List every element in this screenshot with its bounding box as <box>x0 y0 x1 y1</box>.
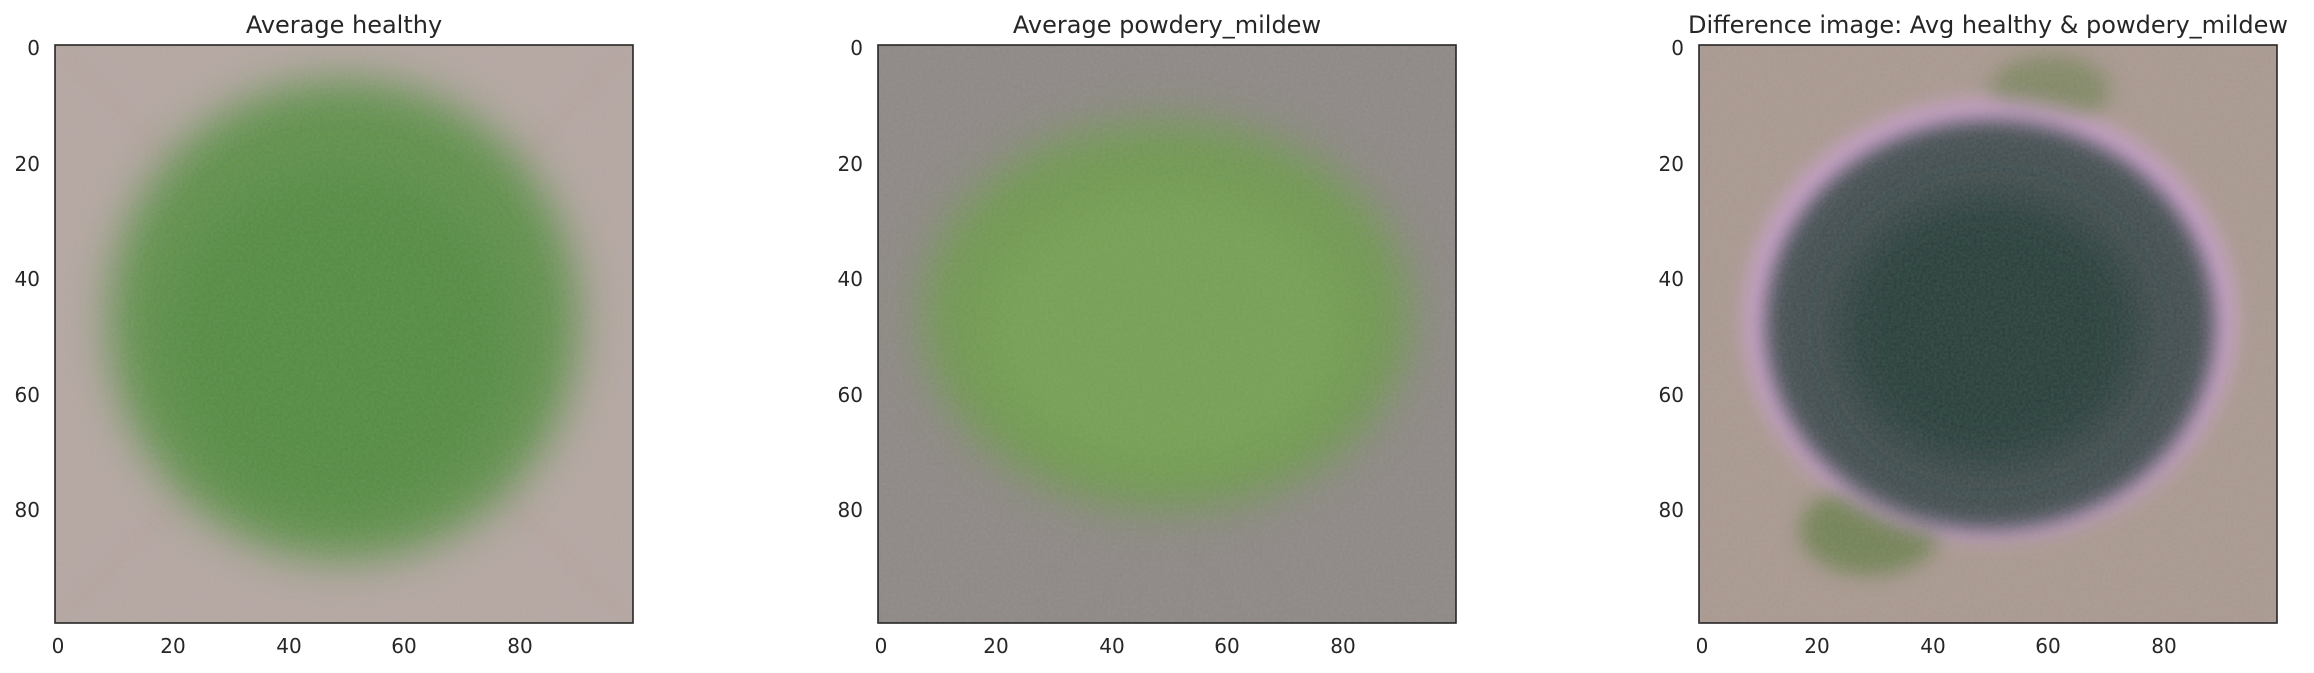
panel-title: Average healthy <box>246 11 442 39</box>
y-tick-label: 0 <box>27 36 40 60</box>
y-tick-label: 60 <box>838 383 863 407</box>
x-tick-label: 40 <box>1099 634 1124 658</box>
image-average-healthy <box>55 45 633 623</box>
x-axis-ticks: 0 20 40 60 80 <box>52 634 533 658</box>
image-frame <box>54 44 634 624</box>
x-axis-ticks: 0 20 40 60 80 <box>875 634 1356 658</box>
image-frame <box>877 44 1457 624</box>
y-tick-label: 80 <box>15 498 40 522</box>
x-tick-label: 20 <box>160 634 185 658</box>
x-tick-label: 40 <box>276 634 301 658</box>
x-tick-label: 20 <box>1804 634 1829 658</box>
y-tick-label: 40 <box>1659 267 1684 291</box>
image-frame <box>1698 44 2278 624</box>
y-axis-ticks: 0 20 40 60 80 <box>1659 36 1684 522</box>
x-tick-label: 80 <box>507 634 532 658</box>
y-tick-label: 0 <box>1671 36 1684 60</box>
y-tick-label: 0 <box>850 36 863 60</box>
y-tick-label: 40 <box>15 267 40 291</box>
x-tick-label: 40 <box>1920 634 1945 658</box>
y-tick-label: 60 <box>1659 383 1684 407</box>
y-tick-label: 80 <box>838 498 863 522</box>
x-tick-label: 60 <box>2035 634 2060 658</box>
x-tick-label: 80 <box>2151 634 2176 658</box>
y-axis-ticks: 0 20 40 60 80 <box>15 36 40 522</box>
x-axis-ticks: 0 20 40 60 80 <box>1696 634 2177 658</box>
panel-difference-image: Difference image: Avg healthy & powdery_… <box>1659 11 2288 658</box>
y-tick-label: 20 <box>15 152 40 176</box>
panel-title: Difference image: Avg healthy & powdery_… <box>1688 11 2288 39</box>
y-tick-label: 80 <box>1659 498 1684 522</box>
x-tick-label: 0 <box>52 634 65 658</box>
y-tick-label: 20 <box>1659 152 1684 176</box>
x-tick-label: 0 <box>1696 634 1709 658</box>
panel-average-powdery-mildew: Average powdery_mildew 0 20 40 60 80 0 2… <box>838 11 1457 658</box>
x-tick-label: 20 <box>983 634 1008 658</box>
y-tick-label: 40 <box>838 267 863 291</box>
image-difference <box>1699 45 2277 623</box>
x-tick-label: 60 <box>1214 634 1239 658</box>
panel-title: Average powdery_mildew <box>1013 11 1321 39</box>
panel-average-healthy: Average healthy 0 20 40 60 80 0 20 40 60… <box>15 11 634 658</box>
y-tick-label: 60 <box>15 383 40 407</box>
y-tick-label: 20 <box>838 152 863 176</box>
x-tick-label: 60 <box>391 634 416 658</box>
x-tick-label: 0 <box>875 634 888 658</box>
image-average-powdery-mildew <box>878 45 1456 623</box>
x-tick-label: 80 <box>1330 634 1355 658</box>
y-axis-ticks: 0 20 40 60 80 <box>838 36 863 522</box>
